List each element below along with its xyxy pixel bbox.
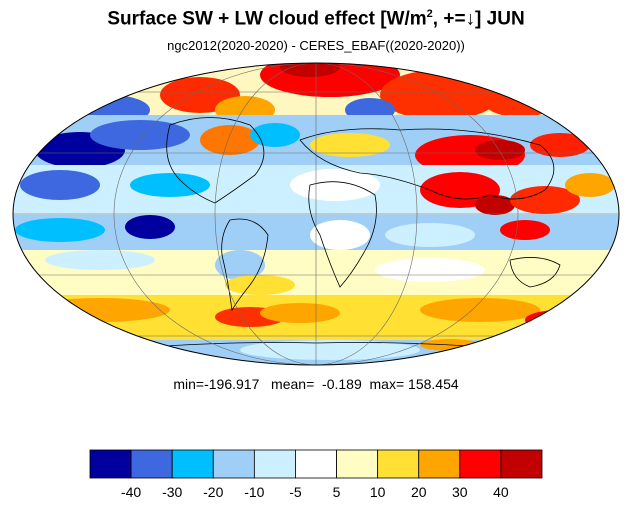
colorbar: -40 -30 -20 -10 -5 5 10 20 30 40	[89, 449, 543, 500]
stat-min: -196.917	[204, 376, 260, 392]
colorbar-tick-label: 20	[411, 484, 427, 500]
eq-pac-blue	[15, 218, 105, 242]
bay-bengal-darkred	[475, 195, 515, 215]
so-orange-atl	[260, 303, 340, 323]
colorbar-swatch	[500, 449, 543, 479]
spac-blue	[45, 250, 155, 270]
colorbar-swatch	[130, 449, 173, 479]
graticule	[13, 63, 619, 365]
natl-blue	[250, 123, 300, 147]
colorbar-tick-label: -20	[203, 484, 223, 500]
stat-mean: -0.189	[322, 376, 362, 392]
colorbar-swatch	[418, 449, 461, 479]
map-subtitle: ngc2012(2020-2020) - CERES_EBAF((2020-20…	[167, 38, 465, 53]
colorbar-tick-label: 5	[333, 484, 341, 500]
wpac-red	[510, 186, 580, 214]
colorbar-tick-label: -5	[289, 484, 302, 500]
colorbar-tick-label: -10	[244, 484, 264, 500]
sahara-white	[290, 169, 380, 201]
stat-min-label: min=	[173, 376, 205, 392]
satl-orange	[225, 275, 295, 295]
colorbar-swatch	[212, 449, 255, 479]
arctic-red-center	[260, 63, 400, 97]
colorbar-swatch	[171, 449, 214, 479]
indian-ocean-blue	[385, 223, 475, 247]
so-orange-west	[30, 298, 170, 322]
stats-line: min=-196.917 mean= -0.189 max= 158.454	[0, 376, 632, 392]
colorbar-tick-label: -30	[162, 484, 182, 500]
wpac-orange	[565, 173, 615, 197]
colorbar-swatch	[336, 449, 379, 479]
arctic-darkred	[280, 63, 340, 77]
stat-max: 158.454	[408, 376, 459, 392]
so-orange-ind	[420, 298, 540, 322]
colorbar-tick-label: 40	[493, 484, 509, 500]
title-suffix: , +=↓] JUN	[432, 8, 525, 30]
us-orange	[200, 125, 260, 155]
stat-mean-label: mean=	[271, 376, 315, 392]
so-red-pac	[525, 310, 595, 330]
eq-pac-darkblue	[125, 215, 175, 239]
title-text: Surface SW + LW cloud effect [W/m	[107, 8, 427, 30]
colorbar-swatch	[459, 449, 502, 479]
colorbar-tick-label: -40	[121, 484, 141, 500]
sindian-white	[375, 258, 485, 282]
stat-max-label: max=	[369, 376, 405, 392]
map-title: Surface SW + LW cloud effect [W/m2, +=↓]…	[0, 8, 632, 30]
colorbar-swatch	[377, 449, 420, 479]
mollweide-map	[12, 62, 620, 366]
map-border	[12, 62, 620, 366]
antarctica-white	[240, 340, 420, 360]
kamchatka-red	[530, 133, 590, 157]
mexico-blue	[130, 173, 210, 197]
epac-blue	[20, 170, 100, 200]
colorbar-tick-label: 10	[370, 484, 386, 500]
africa-white	[310, 220, 370, 250]
colorbar-swatch	[253, 449, 296, 479]
title-superscript: 2	[426, 8, 433, 20]
europe-yellow	[310, 133, 390, 157]
samerica-blue	[215, 250, 265, 280]
colorbar-tick-label: 30	[452, 484, 468, 500]
arctic-red-east	[485, 89, 555, 117]
colorbar-swatch	[295, 449, 337, 479]
maritime-red	[500, 220, 550, 240]
map-field	[13, 63, 619, 365]
colorbar-swatch	[89, 449, 132, 479]
npac-blue	[90, 120, 190, 150]
asia-darkred	[475, 140, 525, 160]
